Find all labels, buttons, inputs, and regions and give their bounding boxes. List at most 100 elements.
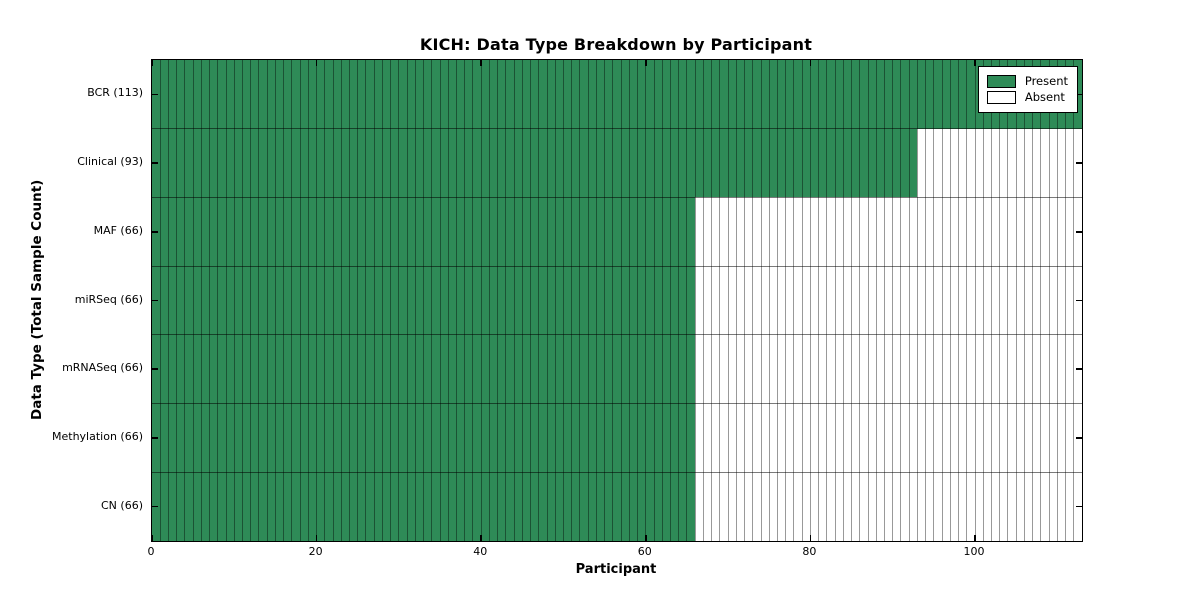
cell-gridline bbox=[990, 60, 992, 541]
cell-gridline bbox=[809, 60, 811, 541]
cell-gridline bbox=[390, 60, 392, 541]
cell-gridline bbox=[373, 60, 375, 541]
y-tick-label: Methylation (66) bbox=[52, 429, 143, 443]
legend-label: Absent bbox=[1024, 90, 1065, 104]
cell-gridline bbox=[768, 60, 770, 541]
cell-gridline bbox=[678, 60, 680, 541]
cell-gridline bbox=[661, 60, 663, 541]
x-tick bbox=[151, 535, 153, 541]
cell-gridline bbox=[579, 60, 581, 541]
row-present-maf bbox=[152, 197, 696, 267]
cell-gridline bbox=[702, 60, 704, 541]
cell-gridline bbox=[875, 60, 877, 541]
cell-gridline bbox=[505, 60, 507, 541]
cell-gridline bbox=[645, 60, 647, 541]
cell-gridline bbox=[225, 60, 227, 541]
row-present-methylation bbox=[152, 403, 696, 473]
y-tick bbox=[152, 299, 158, 302]
cell-gridline bbox=[1015, 60, 1017, 541]
cell-gridline bbox=[488, 60, 490, 541]
x-tick-label: 60 bbox=[637, 545, 652, 558]
row-present-mrnaseq bbox=[152, 334, 696, 404]
cell-gridline bbox=[357, 60, 359, 541]
cell-gridline bbox=[283, 60, 285, 541]
cell-gridline bbox=[184, 60, 186, 541]
y-tick bbox=[1076, 231, 1082, 233]
legend-label: Present bbox=[1024, 74, 1068, 88]
row-divider bbox=[152, 128, 1082, 130]
cell-gridline bbox=[439, 60, 441, 541]
cell-gridline bbox=[349, 60, 351, 541]
cell-gridline bbox=[801, 60, 803, 541]
cell-gridline bbox=[563, 60, 564, 541]
x-tick bbox=[974, 535, 976, 541]
cell-gridline bbox=[472, 60, 474, 541]
cell-gridline bbox=[217, 60, 219, 541]
cell-gridline bbox=[653, 60, 655, 541]
cell-gridline bbox=[242, 60, 244, 541]
y-tick-label: CN (66) bbox=[101, 498, 143, 512]
cell-gridline bbox=[291, 60, 293, 541]
cell-gridline bbox=[167, 60, 169, 541]
cell-gridline bbox=[530, 60, 532, 541]
cell-gridline bbox=[456, 60, 457, 541]
row-divider bbox=[152, 403, 1082, 405]
cell-gridline bbox=[159, 60, 161, 541]
y-tick-label: BCR (113) bbox=[87, 86, 143, 100]
cell-gridline bbox=[546, 60, 548, 541]
cell-gridline bbox=[595, 60, 597, 541]
cell-gridline bbox=[744, 60, 746, 541]
cell-gridline bbox=[513, 60, 515, 541]
cell-gridline bbox=[735, 60, 737, 541]
cell-gridline bbox=[999, 60, 1001, 541]
cell-gridline bbox=[480, 60, 482, 541]
cell-gridline bbox=[842, 60, 844, 541]
cell-gridline bbox=[324, 60, 326, 541]
x-tick-label: 20 bbox=[308, 545, 323, 558]
y-tick bbox=[1076, 93, 1082, 96]
cell-gridline bbox=[925, 60, 927, 541]
y-tick-label: Clinical (93) bbox=[77, 155, 143, 169]
cell-gridline bbox=[916, 60, 918, 541]
x-tick-label: 80 bbox=[802, 545, 817, 558]
cell-gridline bbox=[1040, 60, 1042, 541]
y-tick bbox=[1076, 368, 1082, 370]
cell-gridline bbox=[554, 60, 556, 541]
cell-gridline bbox=[966, 60, 968, 541]
y-tick bbox=[152, 231, 158, 233]
cell-gridline bbox=[365, 60, 367, 541]
legend-entry-absent: Absent bbox=[986, 90, 1068, 104]
cell-gridline bbox=[826, 60, 828, 541]
cell-gridline bbox=[612, 60, 614, 541]
cell-gridline bbox=[406, 60, 408, 541]
x-tick-label: 100 bbox=[963, 545, 985, 558]
cell-gridline bbox=[719, 60, 721, 541]
cell-gridline bbox=[620, 60, 622, 541]
cell-gridline bbox=[274, 60, 276, 541]
cell-gridline bbox=[727, 60, 729, 541]
cell-gridline bbox=[431, 60, 433, 541]
cell-gridline bbox=[949, 60, 951, 541]
chart-title: KICH: Data Type Breakdown by Participant bbox=[419, 35, 813, 54]
cell-gridline bbox=[1023, 60, 1025, 541]
y-tick bbox=[152, 93, 158, 96]
cell-gridline bbox=[941, 60, 943, 541]
legend-swatch-present bbox=[986, 75, 1016, 88]
cell-gridline bbox=[785, 60, 787, 541]
cell-gridline bbox=[332, 60, 334, 541]
cell-gridline bbox=[1032, 60, 1034, 541]
cell-gridline bbox=[258, 60, 260, 541]
cell-gridline bbox=[1048, 60, 1050, 541]
cell-gridline bbox=[637, 60, 639, 541]
cell-gridline bbox=[464, 60, 466, 541]
cell-gridline bbox=[571, 60, 573, 541]
cell-gridline bbox=[1007, 60, 1009, 541]
y-tick-label: miRSeq (66) bbox=[74, 292, 143, 306]
x-tick-label: 0 bbox=[147, 545, 155, 558]
x-tick bbox=[315, 60, 318, 66]
y-tick bbox=[1076, 437, 1082, 439]
row-present-bcr bbox=[152, 60, 1082, 129]
cell-gridline bbox=[250, 60, 252, 541]
x-axis-label: Participant bbox=[575, 562, 657, 577]
